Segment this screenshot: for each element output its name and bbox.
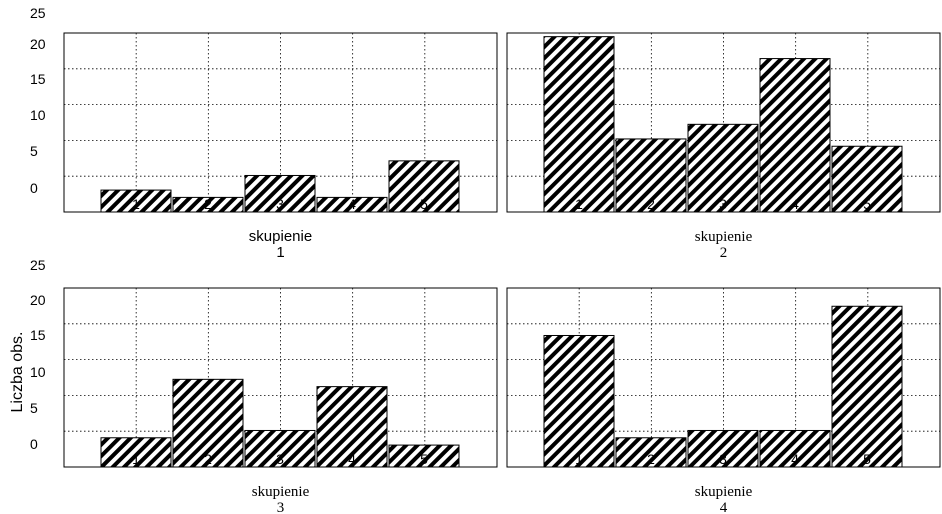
panel-label: 1 (276, 244, 284, 261)
panel-label: 3 (277, 500, 285, 514)
x-tick-label: 3 (276, 196, 284, 212)
y-tick-label: 25 (30, 257, 46, 273)
x-tick-label: 5 (420, 451, 428, 467)
x-tick-label: 1 (575, 451, 583, 467)
y-tick-label: 20 (30, 292, 46, 308)
y-tick-label: 0 (30, 180, 38, 196)
x-axis-label: skupienie (695, 484, 753, 500)
y-tick-label: 5 (30, 143, 38, 159)
bar-4 (759, 429, 831, 468)
x-tick-label: 4 (791, 196, 799, 212)
x-axis-label: skupienie (252, 484, 310, 500)
x-tick-label: 1 (132, 451, 140, 467)
x-tick-label: 4 (348, 196, 356, 212)
y-tick-label: 15 (30, 327, 46, 343)
y-axis-label: Liczba obs. (9, 332, 26, 413)
x-tick-label: 1 (132, 196, 140, 212)
x-axis-label: skupienie (695, 229, 753, 245)
bar-3 (244, 429, 316, 468)
y-tick-label: 5 (30, 400, 38, 416)
x-tick-label: 4 (791, 451, 799, 467)
bar-1 (100, 437, 172, 468)
bar-4 (316, 386, 388, 468)
panel-label: 4 (720, 500, 728, 514)
bar-2 (615, 138, 687, 213)
bar-3 (687, 429, 759, 468)
bar-5 (831, 145, 903, 213)
x-tick-label: 2 (204, 451, 212, 467)
x-tick-label: 4 (348, 451, 356, 467)
y-tick-label: 10 (30, 364, 46, 380)
x-tick-label: 5 (863, 196, 871, 212)
bar-3 (244, 174, 316, 213)
bar-2 (172, 196, 244, 213)
bar-1 (543, 36, 615, 213)
x-axis-label: skupienie (249, 228, 312, 245)
x-tick-label: 3 (276, 451, 284, 467)
bar-5 (831, 305, 903, 468)
x-tick-label: 5 (420, 196, 428, 212)
bar-3 (687, 123, 759, 213)
y-tick-label: 0 (30, 436, 38, 452)
bar-2 (172, 378, 244, 468)
x-tick-label: 3 (719, 451, 727, 467)
x-tick-label: 3 (719, 196, 727, 212)
x-tick-label: 5 (863, 451, 871, 467)
panel-label: 2 (720, 245, 728, 261)
x-tick-label: 1 (575, 196, 583, 212)
y-tick-label: 20 (30, 36, 46, 52)
x-tick-label: 2 (204, 196, 212, 212)
y-tick-label: 15 (30, 71, 46, 87)
bar-1 (100, 189, 172, 213)
bar-1 (543, 334, 615, 468)
x-tick-label: 2 (647, 196, 655, 212)
y-tick-label: 10 (30, 107, 46, 123)
bar-5 (388, 444, 460, 468)
y-tick-label: 25 (30, 5, 46, 21)
bar-2 (615, 437, 687, 468)
x-tick-label: 2 (647, 451, 655, 467)
bar-5 (388, 160, 460, 213)
bar-4 (316, 196, 388, 213)
bar-4 (759, 58, 831, 213)
